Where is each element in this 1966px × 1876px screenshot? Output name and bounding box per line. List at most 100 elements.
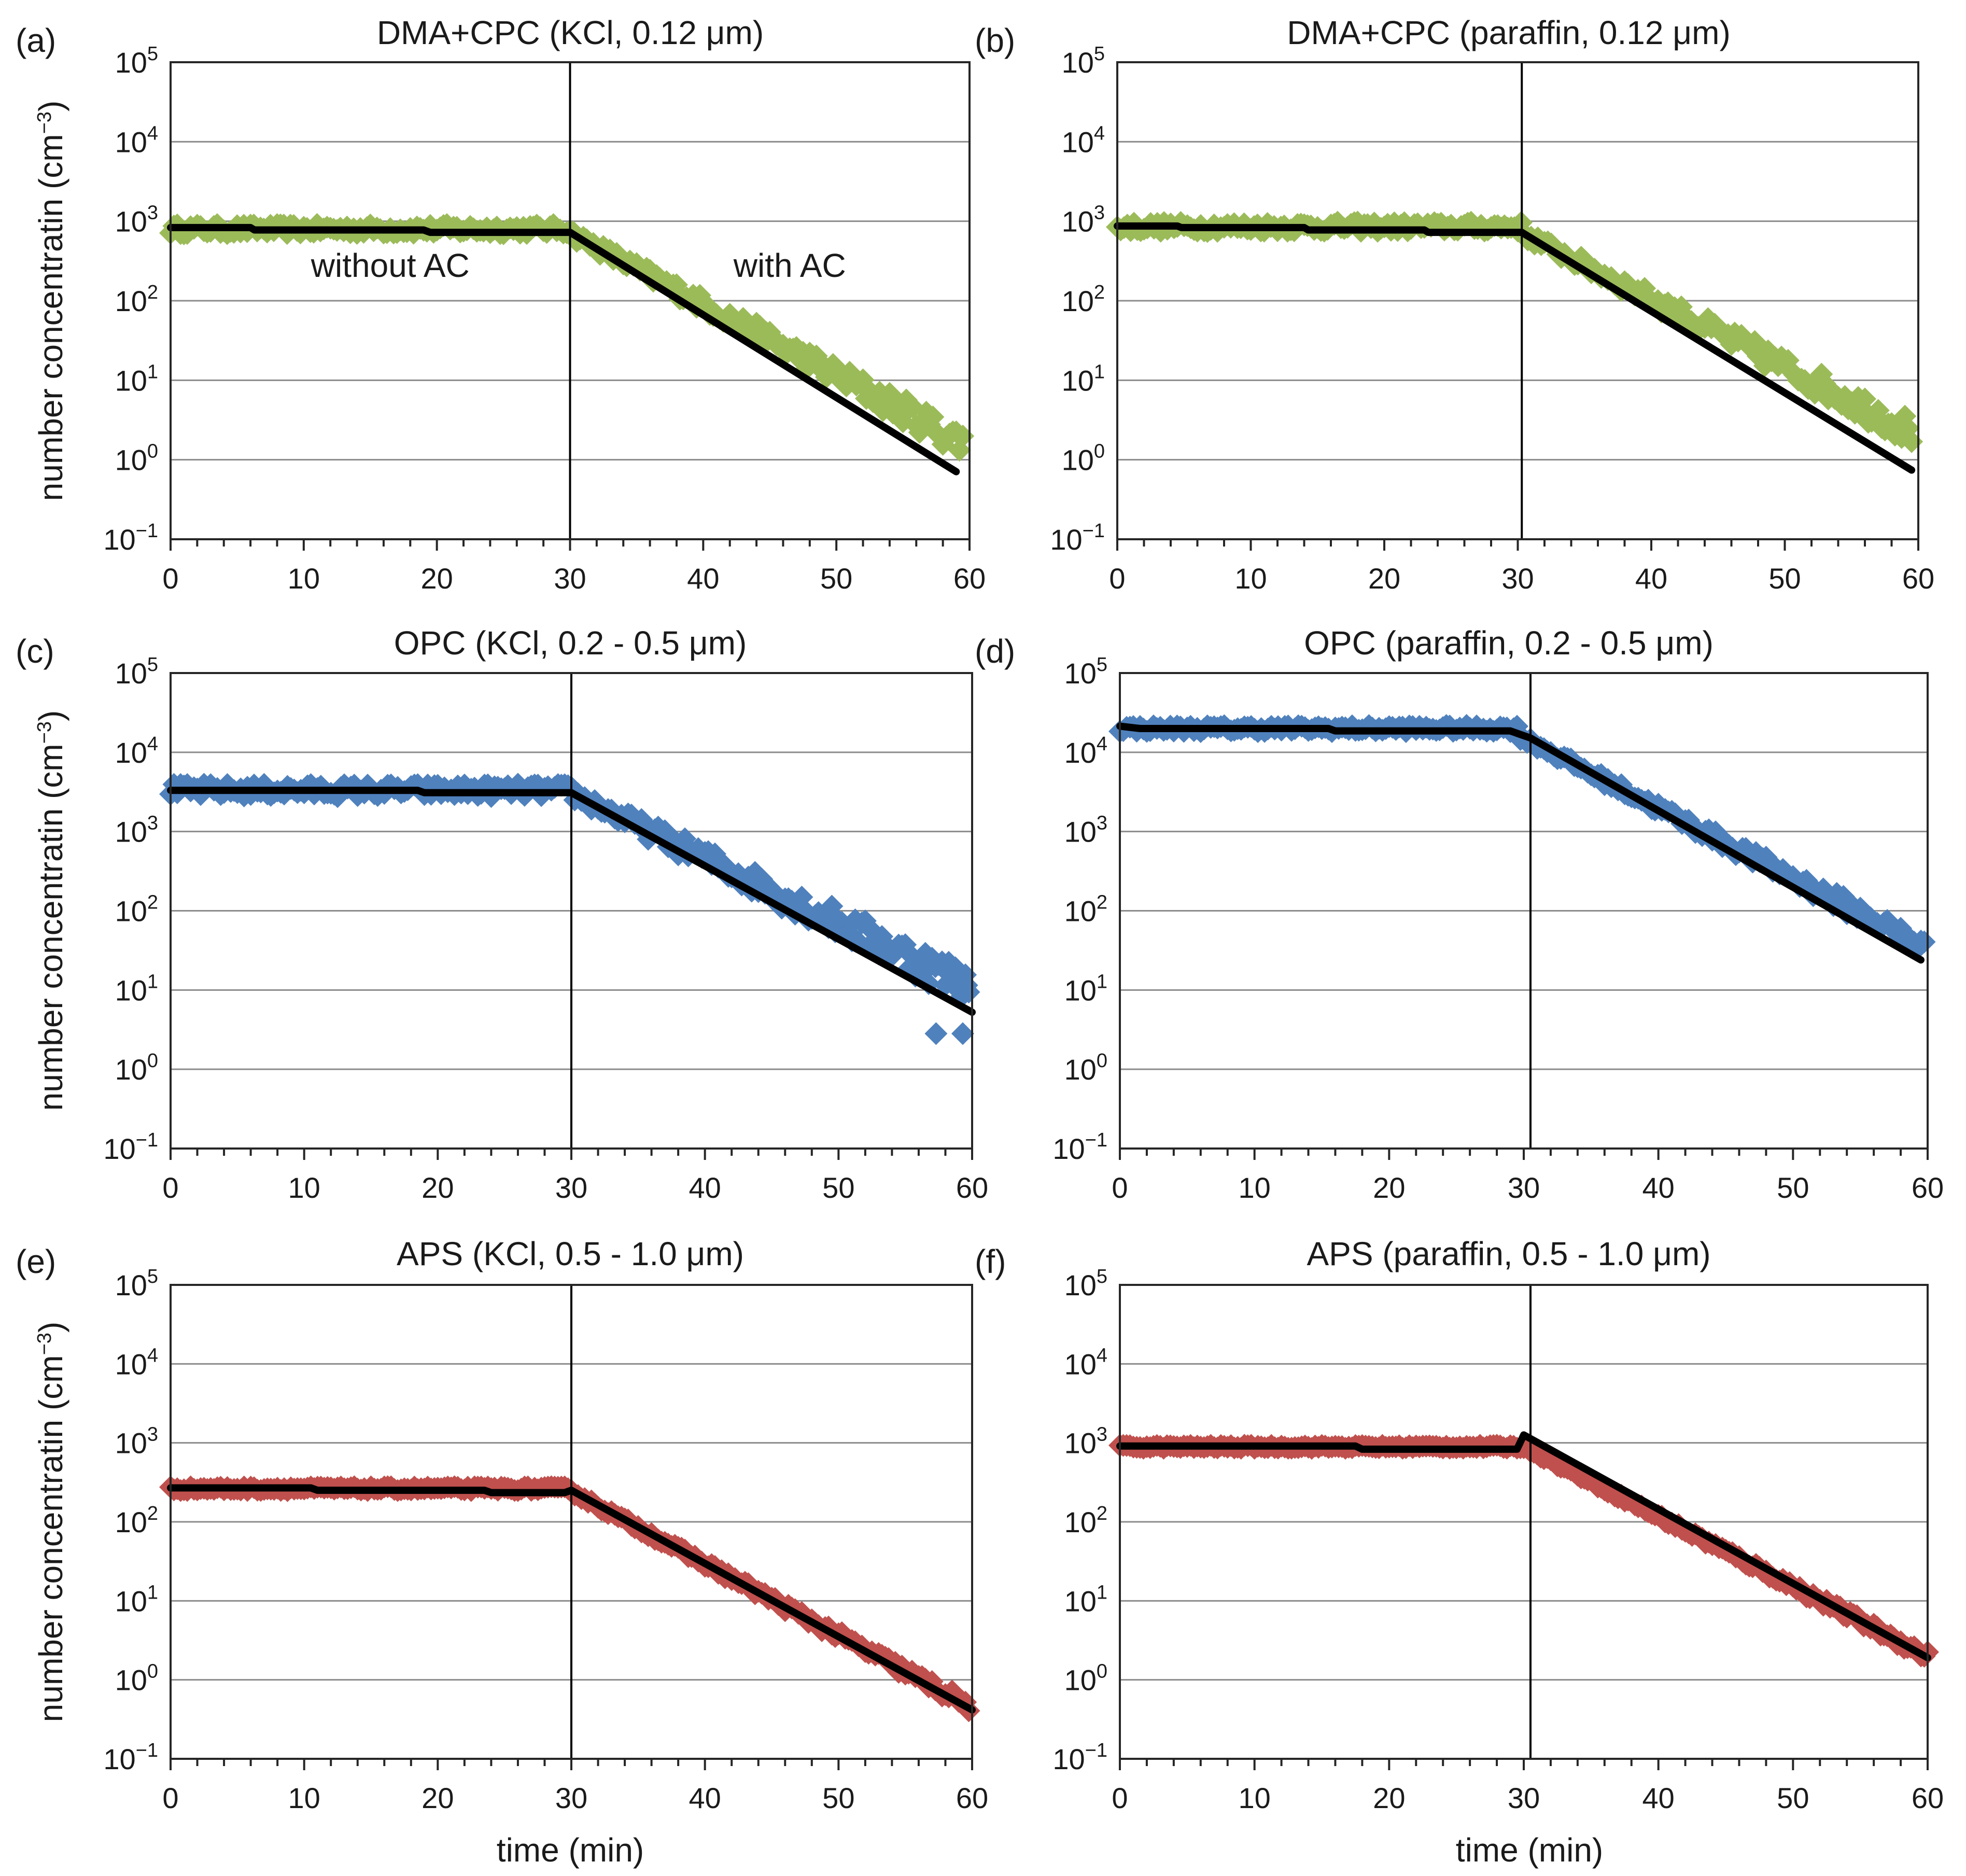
y-tick-base-d-0: 10 [1052, 1132, 1085, 1165]
fit-line-e [167, 1484, 976, 1714]
y-tick-label-c-6: 105 [115, 654, 158, 690]
x-tick-label-d-3: 30 [1508, 1171, 1540, 1204]
data-point-b-228 [1866, 399, 1890, 422]
y-axis-title-close-a: ) [32, 101, 69, 111]
y-tick-label-f-3: 102 [1064, 1503, 1107, 1538]
x-tick-label-a-4: 40 [687, 562, 719, 595]
y-tick-exp-c-0: −1 [136, 1129, 158, 1151]
y-tick-base-c-0: 10 [103, 1132, 135, 1165]
y-tick-exp-f-5: 4 [1097, 1345, 1107, 1366]
y-tick-label-a-1: 100 [115, 441, 158, 477]
y-tick-exp-b-0: −1 [1083, 520, 1105, 542]
x-tick-label-e-2: 20 [422, 1782, 454, 1814]
y-axis-title-exp-a: −3 [34, 111, 55, 134]
y-tick-label-f-5: 104 [1064, 1345, 1107, 1380]
chart-title-a: DMA+CPC (KCl, 0.12 μm) [377, 14, 764, 51]
y-tick-label-d-1: 100 [1064, 1050, 1107, 1086]
y-tick-exp-a-1: 0 [147, 441, 158, 463]
markers-d [1108, 713, 1936, 960]
y-tick-base-d-1: 10 [1064, 1053, 1097, 1086]
y-tick-label-c-5: 104 [115, 733, 158, 769]
x-tick-label-b-3: 30 [1501, 562, 1534, 595]
fit-line-b [1114, 222, 1916, 474]
x-tick-label-e-4: 40 [689, 1782, 721, 1814]
y-tick-exp-e-4: 3 [147, 1424, 158, 1446]
y-tick-exp-e-1: 0 [147, 1661, 158, 1683]
y-tick-label-a-0: 10−1 [103, 520, 158, 556]
fit-line-d [1116, 722, 1925, 964]
x-tick-label-f-5: 50 [1777, 1782, 1809, 1814]
y-tick-label-d-3: 102 [1064, 892, 1107, 928]
plot-frame-f [1119, 1284, 1929, 1760]
y-tick-base-f-1: 10 [1064, 1664, 1097, 1697]
x-tick-label-f-6: 60 [1912, 1782, 1944, 1814]
y-tick-label-b-2: 101 [1062, 361, 1105, 397]
x-tick-label-b-4: 40 [1635, 562, 1667, 595]
y-tick-base-f-4: 10 [1064, 1427, 1097, 1460]
plot-frame-d [1119, 672, 1929, 1150]
y-tick-base-a-3: 10 [115, 285, 147, 317]
y-axis-title-text-c: number concentratin (cm [32, 744, 69, 1111]
y-tick-base-b-5: 10 [1062, 125, 1094, 158]
y-tick-base-d-5: 10 [1064, 736, 1097, 769]
x-tick-label-f-1: 10 [1239, 1782, 1271, 1814]
y-tick-base-f-6: 10 [1064, 1269, 1097, 1301]
x-tick-label-d-6: 60 [1912, 1171, 1944, 1204]
y-axis-title-text-a: number concentratin (cm [32, 134, 69, 501]
y-tick-exp-d-2: 1 [1097, 971, 1107, 992]
y-tick-base-c-3: 10 [115, 895, 147, 928]
y-tick-label-e-0: 10−1 [103, 1740, 158, 1775]
panel-f: (f) APS (paraffin, 0.5 - 1.0 μm) 10−1100… [975, 1235, 1944, 1869]
y-tick-exp-e-6: 5 [147, 1266, 158, 1287]
y-tick-base-c-1: 10 [115, 1053, 147, 1086]
x-tick-label-d-2: 20 [1373, 1171, 1405, 1204]
y-tick-base-f-0: 10 [1052, 1743, 1085, 1775]
y-tick-base-b-3: 10 [1062, 285, 1094, 317]
markers-e [159, 1475, 980, 1723]
y-tick-base-b-6: 10 [1062, 46, 1094, 79]
x-tick-label-e-1: 10 [288, 1782, 320, 1814]
y-tick-exp-f-4: 3 [1097, 1424, 1107, 1446]
y-tick-base-e-0: 10 [103, 1743, 135, 1775]
x-tick-label-a-3: 30 [554, 562, 586, 595]
y-tick-label-b-5: 104 [1062, 122, 1105, 158]
y-tick-exp-c-6: 5 [147, 654, 158, 676]
markers-a [159, 213, 975, 462]
y-tick-base-d-2: 10 [1064, 974, 1097, 1006]
panel-label-e: (e) [16, 1243, 56, 1280]
y-tick-exp-a-3: 2 [147, 282, 158, 303]
y-tick-exp-e-0: −1 [136, 1740, 158, 1761]
y-tick-base-b-1: 10 [1062, 444, 1094, 477]
y-tick-exp-a-4: 3 [147, 202, 158, 224]
x-tick-label-c-6: 60 [956, 1171, 988, 1204]
y-tick-exp-f-1: 0 [1097, 1661, 1107, 1683]
x-tick-label-e-0: 0 [162, 1782, 178, 1814]
y-tick-label-a-4: 103 [115, 202, 158, 238]
x-tick-label-b-1: 10 [1234, 562, 1267, 595]
y-tick-exp-b-2: 1 [1094, 361, 1105, 383]
fit-line-f [1116, 1431, 1931, 1661]
y-tick-label-d-6: 105 [1064, 654, 1107, 690]
x-axis-title-e: time (min) [497, 1831, 644, 1869]
y-tick-base-c-6: 10 [115, 657, 147, 690]
y-tick-exp-e-2: 1 [147, 1581, 158, 1603]
x-tick-label-c-1: 10 [288, 1171, 320, 1204]
y-tick-base-e-1: 10 [115, 1664, 147, 1697]
y-tick-exp-a-0: −1 [136, 520, 158, 542]
data-point-c-240 [924, 1022, 948, 1045]
y-axis-title-c: number concentratin (cm−3) [32, 710, 69, 1111]
y-tick-label-c-4: 103 [115, 813, 158, 848]
panel-e: (e) APS (KCl, 0.5 - 1.0 μm) 10−110010110… [16, 1235, 988, 1869]
y-tick-exp-b-6: 5 [1094, 43, 1105, 65]
plot-frame-c [170, 672, 973, 1150]
y-tick-label-f-2: 101 [1064, 1581, 1107, 1617]
x-tick-label-a-5: 50 [820, 562, 852, 595]
y-tick-label-f-0: 10−1 [1052, 1740, 1107, 1775]
x-tick-label-e-3: 30 [555, 1782, 587, 1814]
y-tick-exp-d-5: 4 [1097, 733, 1107, 755]
y-axis-title-a: number concentratin (cm−3) [32, 101, 69, 501]
